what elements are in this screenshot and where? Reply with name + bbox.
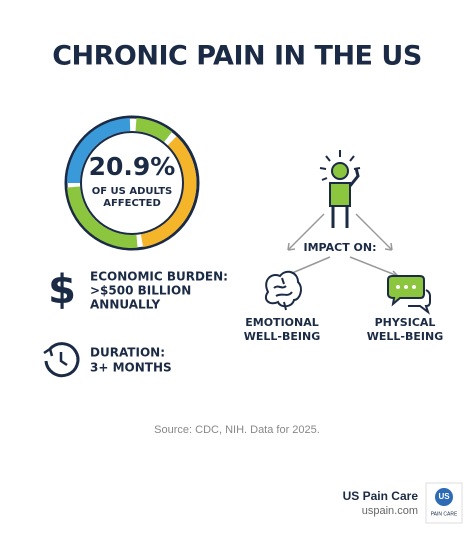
ring-segment (67, 118, 131, 184)
impact-label: EMOTIONAL (245, 316, 319, 329)
logo-mark: US (438, 492, 450, 501)
stat-label: OF US ADULTS (92, 186, 173, 197)
stat-label: AFFECTED (103, 198, 161, 209)
brain-icon (264, 270, 302, 311)
donut (64, 115, 200, 251)
dollar-icon: $ (48, 267, 76, 313)
duration-text: DURATION: (90, 346, 165, 360)
economic-text: >$500 BILLION (90, 284, 191, 298)
brand-url: uspain.com (362, 505, 418, 517)
title: CHRONIC PAIN IN THE US (52, 41, 422, 72)
ring-segment (67, 186, 138, 249)
impact-heading: IMPACT ON: (304, 241, 377, 254)
economic-text: ECONOMIC BURDEN: (90, 270, 228, 284)
logo-circle (435, 488, 453, 506)
economic-text: ANNUALLY (90, 298, 160, 312)
source: Source: CDC, NIH. Data for 2025. (154, 424, 320, 436)
clock-icon (43, 342, 80, 378)
logo-text: PAIN CARE (431, 511, 458, 517)
impact-label: PHYSICAL (375, 316, 436, 329)
impact-label: WELL-BEING (367, 330, 443, 343)
ring-inner (80, 131, 184, 235)
ring-outline (64, 115, 200, 251)
ring-segment (135, 118, 173, 143)
person-icon (319, 150, 361, 228)
ring-segment (140, 136, 197, 248)
impact-label: WELL-BEING (244, 330, 320, 343)
duration-text: 3+ MONTHS (90, 361, 172, 375)
stat-value: 20.9% (89, 152, 176, 181)
brand-name: US Pain Care (343, 489, 419, 503)
chat-icon (387, 275, 431, 315)
